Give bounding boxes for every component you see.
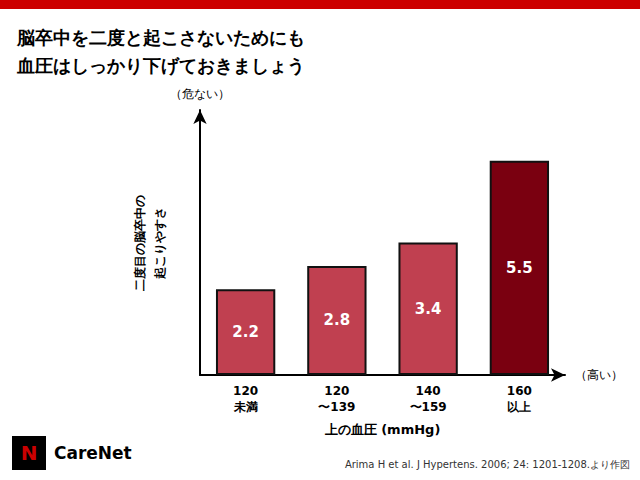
svg-text:〜159: 〜159	[410, 400, 447, 414]
svg-text:120: 120	[233, 384, 258, 398]
svg-text:血圧はしっかり下げておきましょう: 血圧はしっかり下げておきましょう	[16, 55, 305, 76]
svg-text:〜139: 〜139	[318, 400, 355, 414]
svg-text:5.5: 5.5	[506, 259, 533, 277]
svg-text:120: 120	[324, 384, 349, 398]
svg-text:Arima H et al. J Hypertens. 20: Arima H et al. J Hypertens. 2006; 24: 12…	[345, 459, 630, 470]
svg-text:未満: 未満	[233, 400, 258, 414]
svg-text:2.2: 2.2	[232, 323, 259, 341]
svg-text:以上: 以上	[507, 400, 531, 414]
svg-text:（高い）: （高い）	[575, 368, 623, 382]
svg-text:脳卒中を二度と起こさないためにも: 脳卒中を二度と起こさないためにも	[16, 27, 305, 48]
svg-text:3.4: 3.4	[415, 300, 442, 318]
svg-text:上の血圧 (mmHg): 上の血圧 (mmHg)	[324, 422, 441, 437]
svg-text:（危ない）: （危ない）	[170, 87, 230, 101]
svg-text:二度目の脳卒中の: 二度目の脳卒中の	[133, 195, 147, 291]
svg-text:160: 160	[507, 384, 532, 398]
svg-text:N: N	[21, 441, 38, 465]
svg-text:CareNet: CareNet	[54, 443, 132, 463]
svg-text:2.8: 2.8	[324, 311, 351, 329]
svg-text:140: 140	[416, 384, 441, 398]
svg-text:起こりやすさ: 起こりやすさ	[153, 207, 167, 280]
